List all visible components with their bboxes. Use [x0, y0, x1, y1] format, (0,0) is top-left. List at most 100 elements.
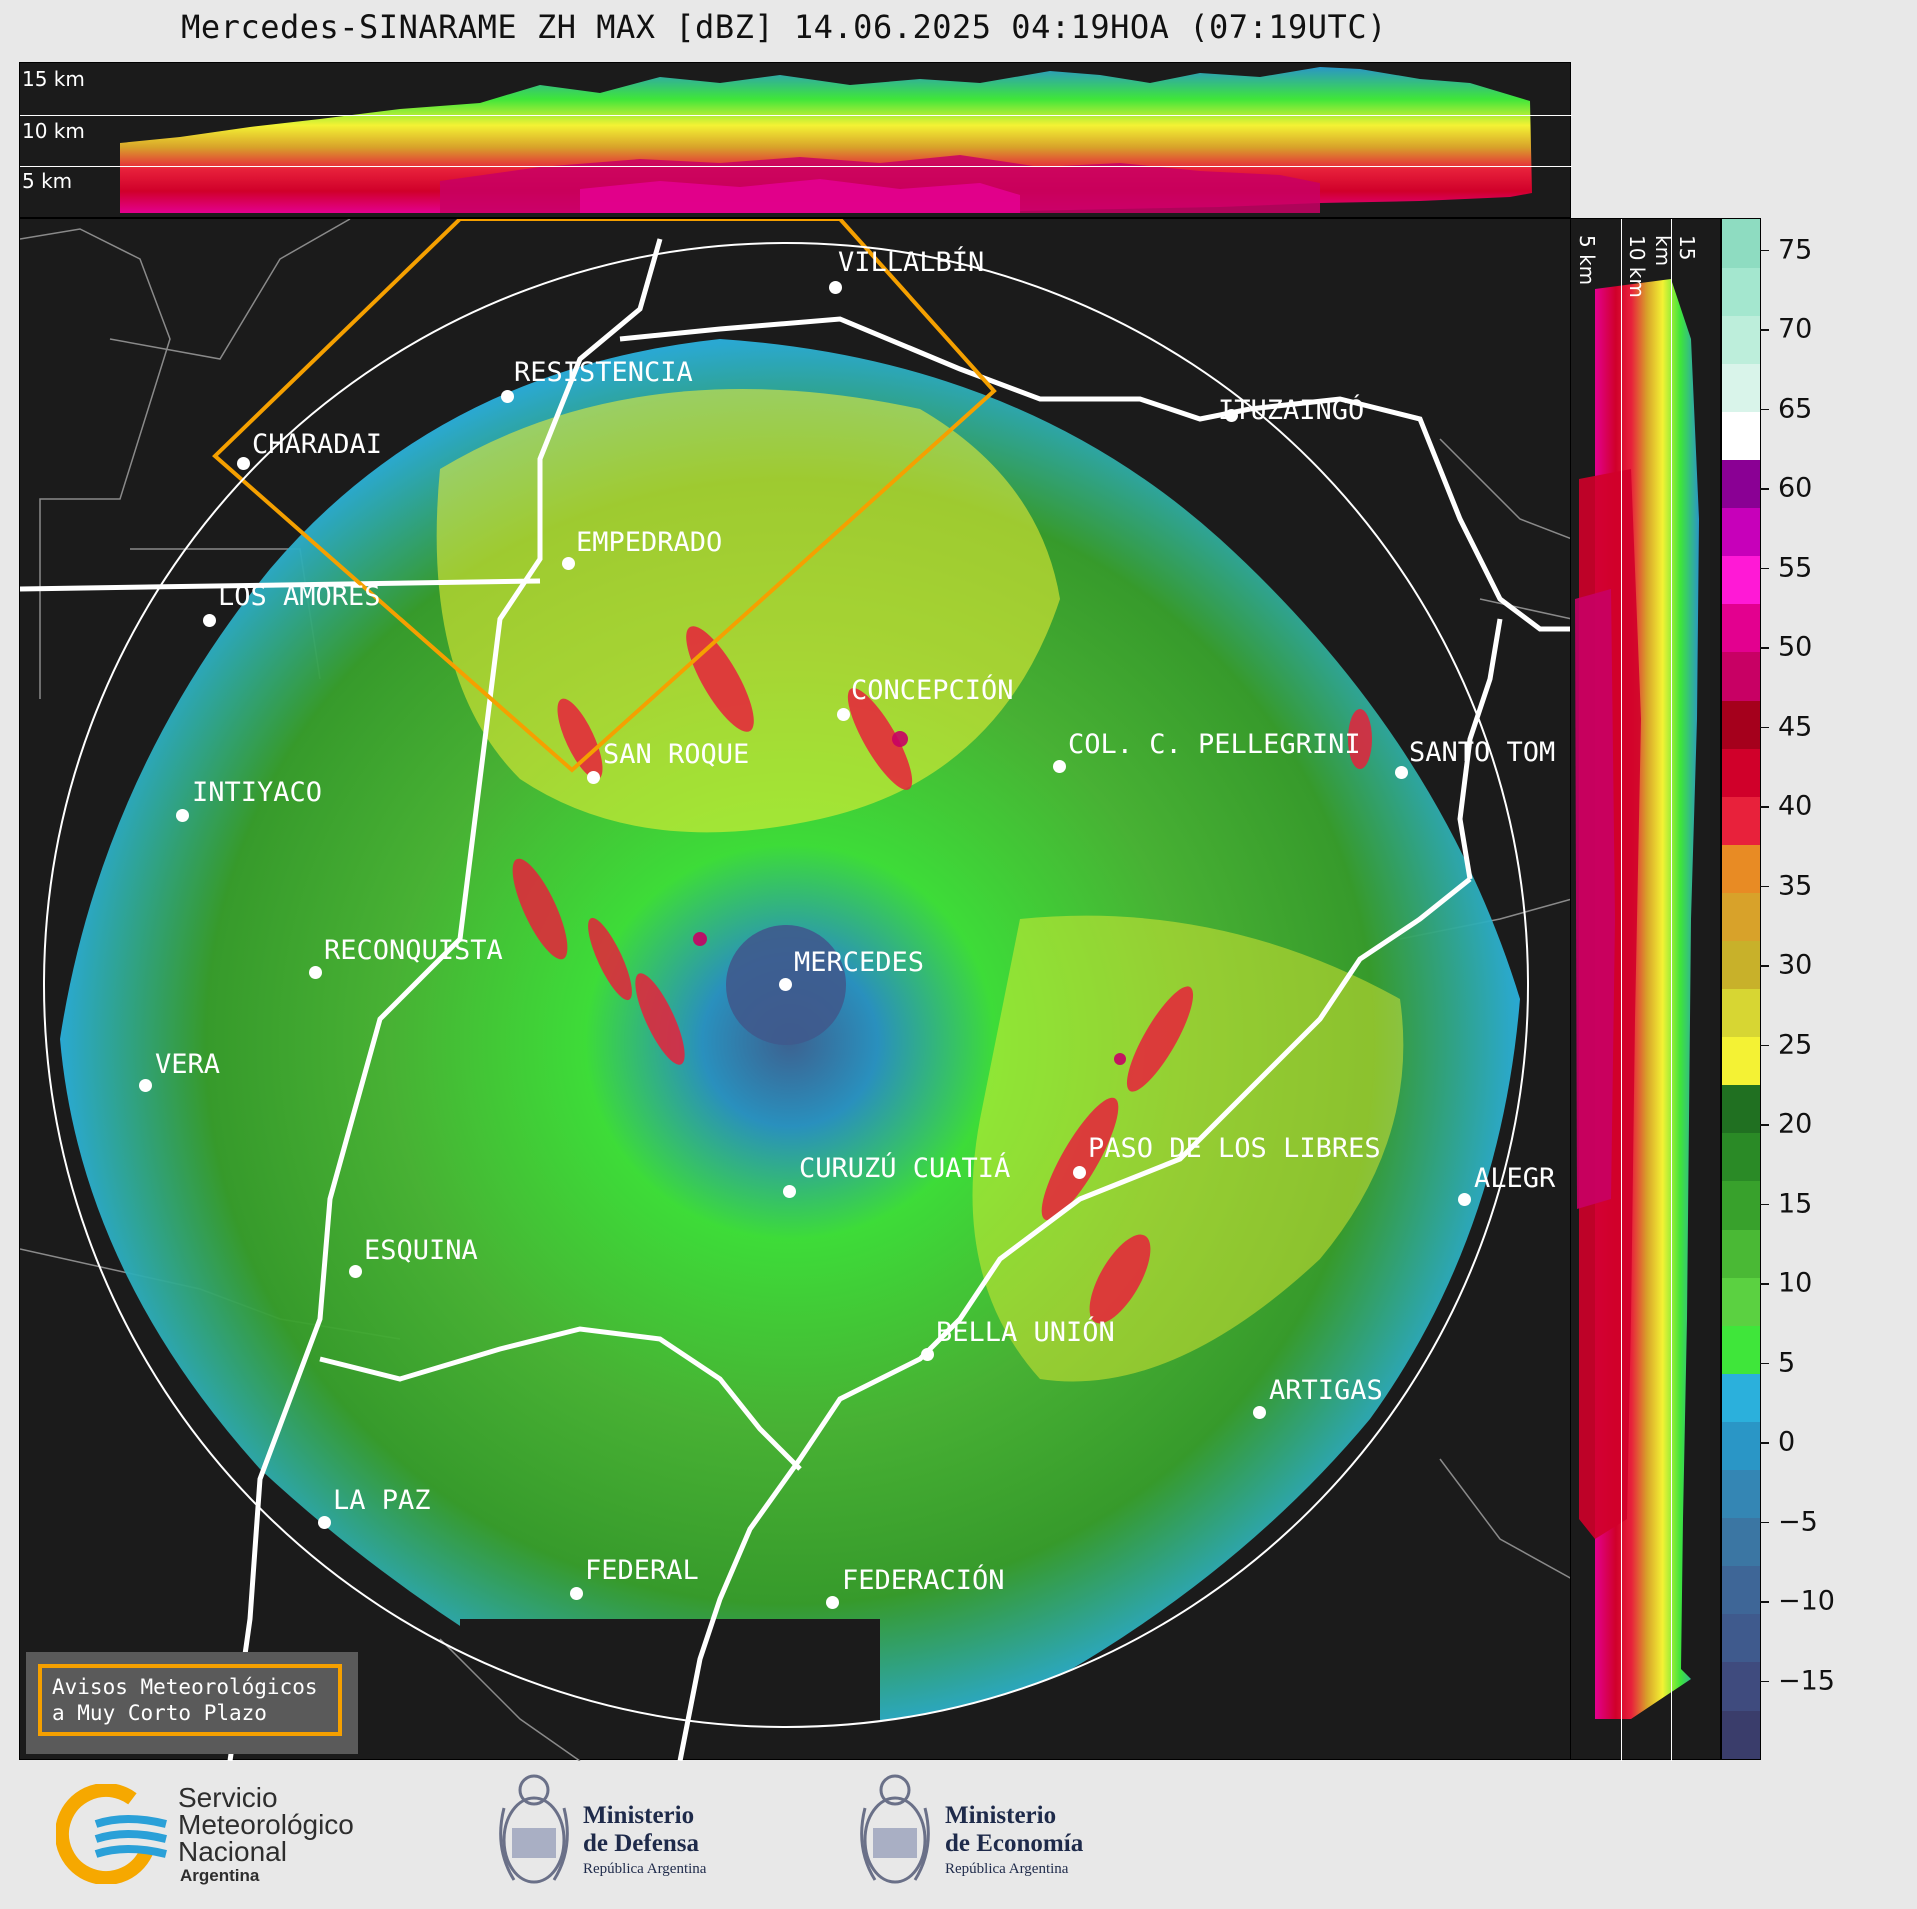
defensa-logo-text: Ministerio [583, 1802, 695, 1829]
colorbar-segment [1722, 748, 1760, 797]
radar-site-marker[interactable] [779, 978, 792, 991]
city-marker[interactable] [1053, 760, 1066, 773]
city-label: INTIYACO [192, 777, 323, 808]
city-marker[interactable] [921, 1348, 934, 1361]
colorbar-tick-label: 10 [1778, 1267, 1813, 1299]
colorbar-tick-mark [1760, 408, 1769, 411]
colorbar-tick-mark [1760, 329, 1769, 331]
city-marker[interactable] [1253, 1406, 1266, 1419]
colorbar-segment [1722, 459, 1760, 509]
city-label: LOS AMORES [218, 581, 381, 612]
colorbar-segment [1722, 1277, 1760, 1326]
smn-logo-text: Nacional [178, 1836, 287, 1867]
altitude-line-10km [20, 115, 1572, 116]
city-label: PASO DE LOS LIBRES [1088, 1133, 1381, 1164]
colorbar-segment [1722, 699, 1760, 749]
colorbar-tick-label: 15 [1778, 1188, 1813, 1220]
colorbar-tick-label: 25 [1778, 1029, 1813, 1061]
city-marker[interactable] [237, 457, 250, 470]
notice-line: Avisos Meteorológicos [52, 1675, 318, 1699]
city-label: COL. C. PELLEGRINI [1068, 729, 1361, 760]
colorbar-segment [1722, 988, 1760, 1038]
colorbar-tick-mark [1760, 885, 1769, 888]
colorbar-tick-mark [1760, 249, 1769, 252]
colorbar-segment [1722, 1709, 1760, 1759]
colorbar-tick-mark [1760, 726, 1769, 729]
top-altitude-label: 5 km [22, 169, 73, 193]
city-marker[interactable] [829, 281, 842, 294]
economia-logo-text: de Economía [945, 1830, 1084, 1857]
page-title: Mercedes-SINARAME ZH MAX [dBZ] 14.06.202… [181, 8, 1387, 46]
city-label: MERCEDES [794, 947, 925, 978]
colorbar-tick-label: 70 [1778, 313, 1813, 345]
notice-line: a Muy Corto Plazo [52, 1701, 267, 1725]
colorbar-segment [1722, 651, 1760, 701]
top-altitude-label: 10 km [22, 119, 85, 143]
colorbar-tick-label: 60 [1778, 472, 1813, 504]
colorbar-segment [1722, 363, 1760, 412]
side-profile-graphic [1575, 279, 1699, 1719]
colorbar-segment [1722, 219, 1760, 268]
colorbar-tick-mark [1760, 1601, 1769, 1603]
colorbar-tick-mark [1760, 1203, 1769, 1206]
city-marker[interactable] [837, 708, 850, 721]
range-ring [43, 242, 1529, 1728]
city-label: SAN ROQUE [603, 739, 750, 770]
city-label: ALEGR [1474, 1163, 1556, 1194]
colorbar-segment [1722, 1517, 1760, 1567]
altitude-line-5km [20, 166, 1572, 167]
defensa-logo-text: República Argentina [583, 1861, 707, 1877]
colorbar-tick-label: 40 [1778, 790, 1813, 822]
notice-box[interactable]: Avisos Meteorológicos a Muy Corto Plazo [26, 1652, 358, 1754]
colorbar-tick-label: −10 [1778, 1585, 1835, 1617]
notice-frame: Avisos Meteorológicos a Muy Corto Plazo [38, 1664, 342, 1736]
warning-polygon[interactable] [212, 219, 997, 773]
colorbar-segment [1722, 1036, 1760, 1086]
colorbar-segment [1722, 1180, 1760, 1230]
city-marker[interactable] [349, 1265, 362, 1278]
city-marker[interactable] [139, 1079, 152, 1092]
colorbar-tick-label: 5 [1778, 1347, 1796, 1379]
city-marker[interactable] [176, 809, 189, 822]
city-marker[interactable] [570, 1587, 583, 1600]
city-marker[interactable] [587, 771, 600, 784]
city-marker[interactable] [501, 390, 514, 403]
colorbar-tick-mark [1760, 647, 1769, 649]
city-label: ESQUINA [364, 1235, 478, 1266]
top-altitude-label: 15 km [22, 67, 85, 91]
city-marker[interactable] [1395, 766, 1408, 779]
side-altitude-label: 5 km [1575, 235, 1599, 286]
colorbar-tick-label: 50 [1778, 631, 1813, 663]
colorbar-segment [1722, 844, 1760, 893]
city-marker[interactable] [1073, 1166, 1086, 1179]
economia-logo-text: República Argentina [945, 1861, 1069, 1877]
colorbar-tick-mark [1760, 1044, 1769, 1047]
reflectivity-field [60, 339, 1520, 1727]
colorbar-tick-mark [1760, 1362, 1769, 1365]
colorbar [1721, 218, 1761, 1760]
city-marker[interactable] [1458, 1193, 1471, 1206]
city-marker[interactable] [318, 1516, 331, 1529]
colorbar-segment [1722, 1228, 1760, 1278]
colorbar-tick-label: 20 [1778, 1108, 1813, 1140]
city-marker[interactable] [203, 614, 216, 627]
radar-graphic [20, 219, 1572, 1761]
city-marker[interactable] [562, 557, 575, 570]
city-marker[interactable] [826, 1596, 839, 1609]
radar-map[interactable]: VILLALBÍN RESISTENCIA ITUZAINGÓ CHARADAI… [19, 218, 1572, 1761]
colorbar-tick-mark [1760, 1680, 1769, 1682]
side-altitude-label: 10 km [1625, 235, 1649, 298]
altitude-line-10km [1671, 219, 1672, 1761]
city-marker[interactable] [1225, 409, 1238, 422]
top-cross-section: 15 km 10 km 5 km [19, 62, 1572, 218]
city-label: EMPEDRADO [576, 527, 723, 558]
colorbar-segment [1722, 555, 1760, 605]
city-label: BELLA UNIÓN [936, 1317, 1115, 1348]
colorbar-segment [1722, 892, 1760, 941]
city-marker[interactable] [783, 1185, 796, 1198]
colorbar-segment [1722, 267, 1760, 316]
colorbar-tick-mark [1760, 488, 1769, 490]
colorbar-tick-label: 35 [1778, 870, 1813, 902]
city-marker[interactable] [309, 966, 322, 979]
colorbar-tick-label: 45 [1778, 711, 1813, 743]
